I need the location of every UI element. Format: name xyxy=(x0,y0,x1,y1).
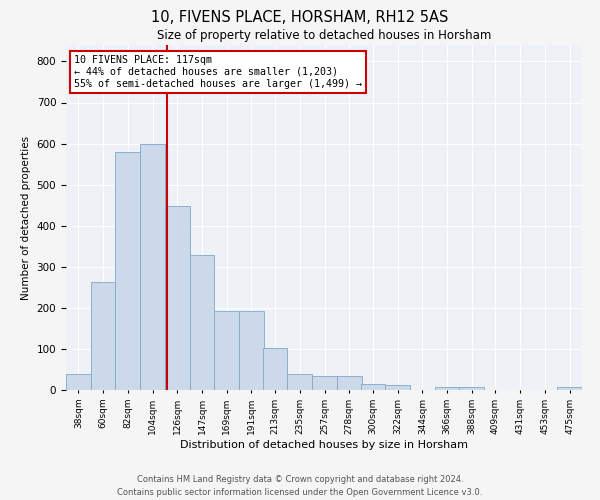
Text: 10, FIVENS PLACE, HORSHAM, RH12 5AS: 10, FIVENS PLACE, HORSHAM, RH12 5AS xyxy=(151,10,449,25)
Bar xyxy=(557,386,582,390)
Title: Size of property relative to detached houses in Horsham: Size of property relative to detached ho… xyxy=(157,30,491,43)
Bar xyxy=(140,144,165,390)
X-axis label: Distribution of detached houses by size in Horsham: Distribution of detached houses by size … xyxy=(180,440,468,450)
Bar xyxy=(165,206,190,390)
Text: 10 FIVENS PLACE: 117sqm
← 44% of detached houses are smaller (1,203)
55% of semi: 10 FIVENS PLACE: 117sqm ← 44% of detache… xyxy=(74,56,362,88)
Bar xyxy=(435,386,460,390)
Bar xyxy=(287,374,312,390)
Bar xyxy=(91,282,115,390)
Bar xyxy=(263,348,287,390)
Bar xyxy=(361,384,385,390)
Text: Contains HM Land Registry data © Crown copyright and database right 2024.
Contai: Contains HM Land Registry data © Crown c… xyxy=(118,475,482,497)
Bar xyxy=(190,256,214,390)
Bar xyxy=(460,386,484,390)
Bar xyxy=(66,374,91,390)
Bar xyxy=(337,376,362,390)
Bar xyxy=(312,376,337,390)
Bar xyxy=(214,310,239,390)
Y-axis label: Number of detached properties: Number of detached properties xyxy=(21,136,31,300)
Bar xyxy=(385,385,410,390)
Bar xyxy=(115,152,140,390)
Bar xyxy=(239,310,264,390)
